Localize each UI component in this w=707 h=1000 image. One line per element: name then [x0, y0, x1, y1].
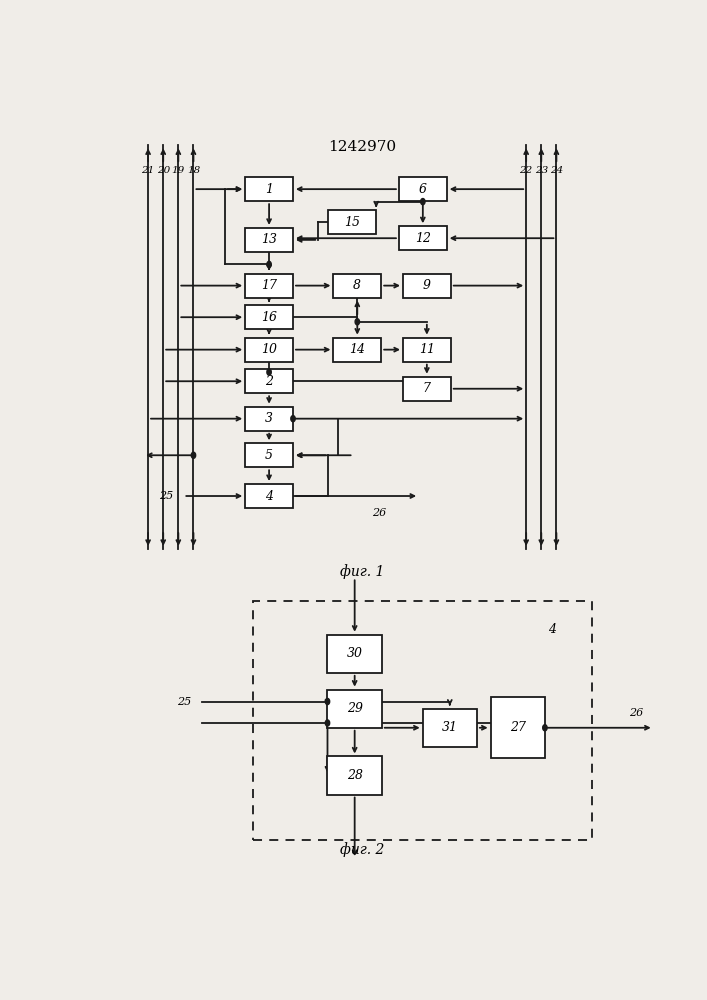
Text: 16: 16	[261, 311, 277, 324]
FancyBboxPatch shape	[327, 690, 382, 728]
Text: 17: 17	[261, 279, 277, 292]
Circle shape	[267, 261, 271, 267]
FancyBboxPatch shape	[423, 709, 477, 747]
FancyBboxPatch shape	[245, 443, 293, 467]
FancyBboxPatch shape	[245, 305, 293, 329]
Text: 21: 21	[141, 166, 155, 175]
FancyBboxPatch shape	[245, 274, 293, 298]
Text: 9: 9	[423, 279, 431, 292]
FancyBboxPatch shape	[403, 338, 451, 362]
Text: фиг. 2: фиг. 2	[340, 843, 385, 857]
Text: 1: 1	[265, 183, 273, 196]
Circle shape	[543, 725, 547, 731]
Text: 25: 25	[159, 491, 173, 501]
Text: 4: 4	[548, 623, 556, 636]
Text: 29: 29	[346, 702, 363, 715]
FancyBboxPatch shape	[327, 635, 382, 673]
Text: 22: 22	[520, 166, 533, 175]
FancyBboxPatch shape	[245, 177, 293, 201]
FancyBboxPatch shape	[245, 338, 293, 362]
Text: 1242970: 1242970	[328, 140, 397, 154]
FancyBboxPatch shape	[334, 338, 381, 362]
Circle shape	[355, 319, 359, 325]
FancyBboxPatch shape	[334, 274, 381, 298]
FancyBboxPatch shape	[245, 228, 293, 252]
Text: фиг. 1: фиг. 1	[340, 565, 385, 579]
Text: 10: 10	[261, 343, 277, 356]
Text: 8: 8	[354, 279, 361, 292]
Text: 14: 14	[349, 343, 366, 356]
Text: 13: 13	[261, 233, 277, 246]
FancyBboxPatch shape	[328, 210, 376, 234]
FancyBboxPatch shape	[327, 756, 382, 795]
Text: 19: 19	[172, 166, 185, 175]
Circle shape	[421, 199, 425, 205]
Text: 12: 12	[415, 232, 431, 245]
Text: 27: 27	[510, 721, 526, 734]
Text: 26: 26	[372, 508, 386, 518]
Text: 18: 18	[187, 166, 200, 175]
Circle shape	[192, 452, 196, 458]
Text: 7: 7	[423, 382, 431, 395]
Circle shape	[325, 698, 329, 705]
FancyBboxPatch shape	[403, 377, 451, 401]
Text: 6: 6	[419, 183, 427, 196]
Circle shape	[267, 369, 271, 375]
Text: 26: 26	[629, 708, 644, 718]
Circle shape	[325, 720, 329, 726]
FancyBboxPatch shape	[403, 274, 451, 298]
Text: 23: 23	[534, 166, 548, 175]
Text: 31: 31	[442, 721, 458, 734]
FancyBboxPatch shape	[245, 407, 293, 431]
Text: 11: 11	[419, 343, 435, 356]
Text: 4: 4	[265, 490, 273, 503]
Text: 25: 25	[177, 697, 192, 707]
Text: 24: 24	[550, 166, 563, 175]
Text: 20: 20	[156, 166, 170, 175]
Text: 30: 30	[346, 647, 363, 660]
Text: 15: 15	[344, 216, 361, 229]
Text: 28: 28	[346, 769, 363, 782]
FancyBboxPatch shape	[491, 697, 545, 758]
FancyBboxPatch shape	[399, 226, 447, 250]
Text: 3: 3	[265, 412, 273, 425]
Circle shape	[291, 416, 296, 422]
Text: 2: 2	[265, 375, 273, 388]
Text: 5: 5	[265, 449, 273, 462]
FancyBboxPatch shape	[245, 484, 293, 508]
FancyBboxPatch shape	[245, 369, 293, 393]
FancyBboxPatch shape	[399, 177, 447, 201]
